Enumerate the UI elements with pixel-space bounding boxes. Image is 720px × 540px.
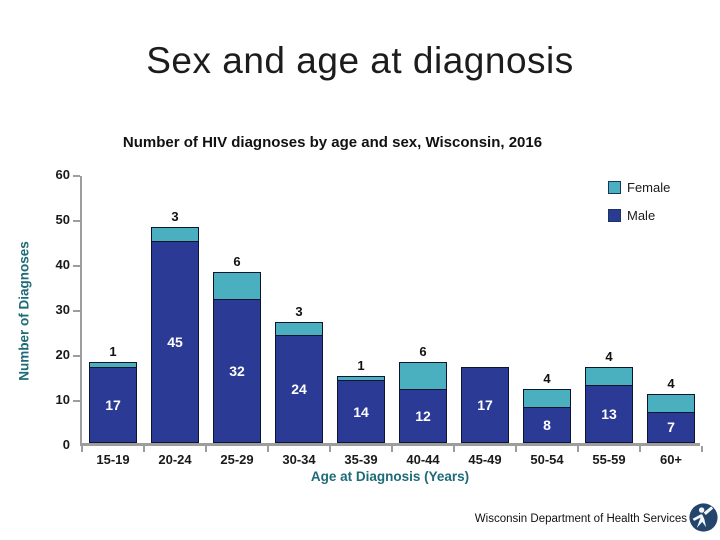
female-count-label: 3 [295,303,303,319]
bar-segment-male: 8 [523,407,571,443]
x-tick-label: 30-34 [282,452,316,467]
y-tick-label: 40 [55,257,70,272]
x-tick-label: 50-54 [530,452,564,467]
male-count-label: 17 [105,396,121,413]
x-tick-label: 60+ [659,452,683,467]
bar-segment-male: 17 [89,366,137,443]
y-tick-label: 0 [62,437,70,452]
stacked-bar: 45 [151,227,199,443]
bar-segment-male: 45 [151,240,199,443]
female-count-label: 4 [605,348,613,364]
y-tick-label: 10 [55,392,70,407]
stacked-bar: 7 [647,393,695,443]
bar-segment-female [275,321,323,335]
slide-title: Sex and age at diagnosis [146,40,574,81]
male-count-label: 14 [353,403,369,420]
stacked-bar: 24 [275,321,323,443]
y-tick-mark [73,220,80,222]
bar-segment-female [89,362,137,367]
legend-item-male: Male [608,208,670,223]
x-tick-mark [515,446,517,452]
y-tick-mark [73,175,80,177]
y-tick-mark [73,265,80,267]
stacked-bar: 17 [461,366,509,443]
bar-segment-male: 7 [647,411,695,443]
y-tick-label: 30 [55,302,70,317]
chart-legend: Female Male [608,180,670,223]
stacked-bar: 12 [399,362,447,443]
legend-item-female: Female [608,180,670,195]
chart-title: Number of HIV diagnoses by age and sex, … [122,134,543,151]
stacked-bar: 32 [213,272,261,443]
x-tick-label: 15-19 [96,452,130,467]
x-tick-mark [577,446,579,452]
y-tick-label: 50 [55,212,70,227]
male-legend-swatch [608,209,621,222]
y-tick-mark [73,310,80,312]
legend-label: Female [627,180,671,195]
x-tick-label: 35-39 [344,452,378,467]
legend-label: Male [627,208,656,223]
bar-segment-male: 24 [275,335,323,443]
male-count-label: 17 [477,396,493,413]
chart-plot-area: 0 10 20 30 40 50 60 17 1 15-19 45 3 20-24 32 6 25-29 24 3… [56,167,703,467]
x-tick-mark [143,446,145,452]
x-tick-mark [267,446,269,452]
bar-segment-female [585,366,633,385]
x-tick-mark [391,446,393,452]
female-legend-swatch [608,181,621,194]
bar-segment-female [337,375,385,380]
female-count-label: 4 [667,375,675,391]
y-tick-label: 20 [55,347,70,362]
bar-segment-female [647,393,695,412]
male-count-label: 45 [167,333,183,350]
female-count-label: 4 [543,371,551,386]
y-axis-title: Number of Diagnoses [16,241,32,381]
bar-segment-male: 32 [213,299,261,443]
y-tick-label: 60 [55,167,70,182]
stacked-bar: 17 [89,362,137,443]
bar-segment-female [523,389,571,407]
x-tick-label: 45-49 [468,452,502,467]
bar-segment-female [151,227,199,241]
x-tick-mark [81,446,83,452]
male-count-label: 24 [291,381,307,397]
wisconsin-dhs-logo-icon [689,503,718,532]
y-tick-mark [73,400,80,402]
x-tick-label: 25-29 [220,452,254,467]
footer-text: Wisconsin Department of Health Services [474,513,687,525]
x-tick-mark [329,446,331,452]
bar-segment-male: 17 [461,366,509,443]
x-tick-label: 20-24 [158,452,192,467]
male-count-label: 12 [415,408,431,424]
male-count-label: 13 [601,405,617,422]
x-axis-title: Age at Diagnosis (Years) [310,469,470,484]
bar-segment-male: 12 [399,389,447,443]
stacked-bar: 8 [523,389,571,443]
male-count-label: 8 [543,417,551,433]
x-tick-mark [453,446,455,452]
bar-segment-male: 14 [337,380,385,443]
female-count-label: 1 [109,344,117,359]
x-tick-mark [205,446,207,452]
male-count-label: 7 [667,419,675,436]
stacked-bar: 14 [337,375,385,443]
x-tick-label: 40-44 [406,452,440,467]
x-tick-mark [639,446,641,452]
female-count-label: 1 [357,357,365,373]
bar-segment-female [213,272,261,299]
bar-segment-female [399,362,447,389]
x-tick-mark [701,446,703,452]
stacked-bar: 13 [585,366,633,443]
y-tick-mark [73,355,80,357]
male-count-label: 32 [229,363,245,379]
female-count-label: 6 [419,344,427,359]
x-tick-label: 55-59 [592,452,626,467]
female-count-label: 6 [233,254,241,269]
bar-segment-male: 13 [585,384,633,443]
female-count-label: 3 [171,209,179,224]
